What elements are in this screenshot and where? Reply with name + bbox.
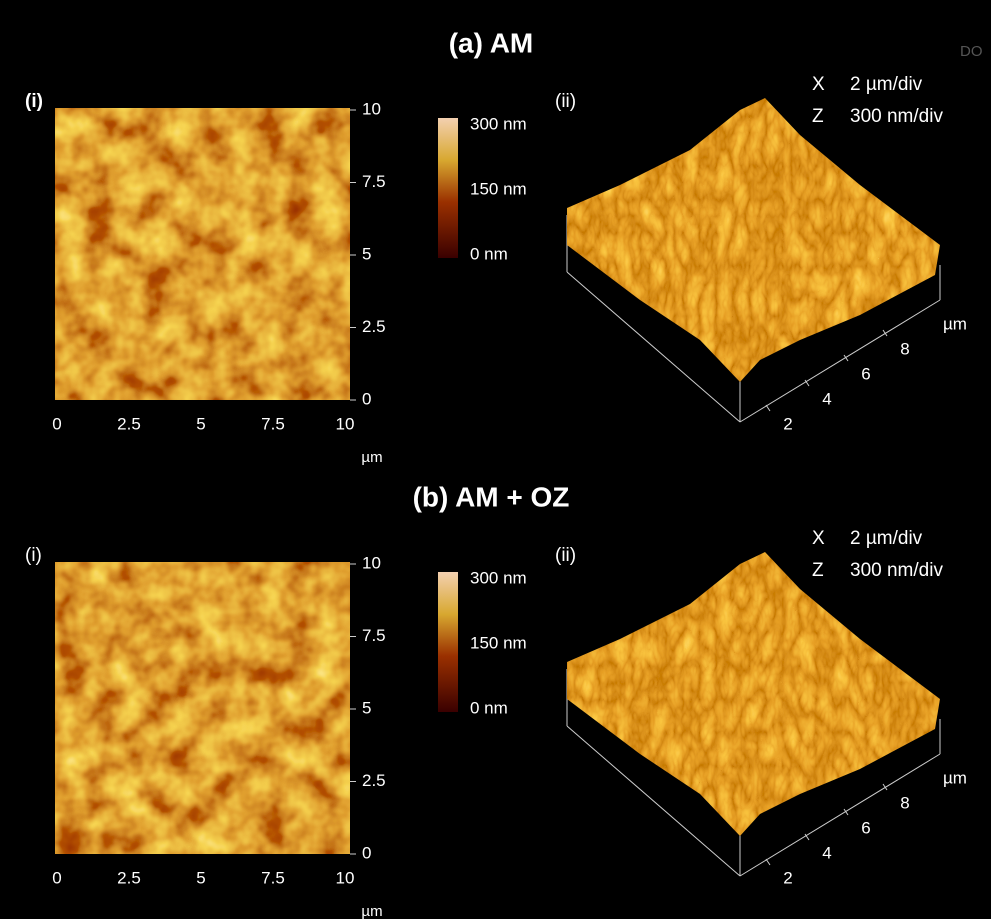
axis-tick-label: 8	[900, 793, 909, 812]
x-tick-label: 10	[336, 414, 355, 433]
scale-value: 300 nm/div	[850, 560, 943, 581]
axis-unit: µm	[943, 768, 967, 787]
y-tick-label: 2.5	[362, 771, 386, 790]
tick	[766, 859, 770, 865]
x-tick-label: 7.5	[261, 414, 285, 433]
colorbar-label: 0 nm	[470, 698, 508, 717]
view-label: (ii)	[555, 91, 576, 112]
figure: DO (a) AM (i) 10 7.5 5 2.5 0 0 2.5 5 7.5 10 µm 300 nm…	[0, 0, 991, 919]
map-label: (i)	[25, 545, 42, 566]
axis-tick-label: 2	[783, 868, 792, 887]
scale-value: 2 µm/div	[850, 74, 923, 95]
y-tick-label: 0	[362, 389, 371, 408]
x-tick-label: 2.5	[117, 414, 141, 433]
colorbar-label: 150 nm	[470, 633, 527, 652]
scale-value: 2 µm/div	[850, 528, 923, 549]
y-tick-label: 10	[362, 553, 381, 572]
axis-tick-label: 4	[822, 843, 831, 862]
map-label: (i)	[25, 91, 43, 112]
afm-surface	[567, 98, 940, 382]
afm-image	[55, 562, 350, 854]
afm-surface	[567, 552, 940, 836]
axis-tick-label: 4	[822, 389, 831, 408]
x-tick-label: 0	[52, 414, 61, 433]
scale-axis: X	[812, 528, 825, 549]
y-tick-label: 5	[362, 698, 371, 717]
y-tick-label: 2.5	[362, 317, 386, 336]
x-tick-label: 5	[196, 414, 205, 433]
colorbar-label: 300 nm	[470, 114, 527, 133]
colorbar-label: 300 nm	[470, 568, 527, 587]
x-unit: µm	[361, 903, 382, 919]
y-tick-label: 0	[362, 843, 371, 862]
colorbar-label: 150 nm	[470, 179, 527, 198]
x-tick-label: 5	[196, 868, 205, 887]
y-tick-label: 5	[362, 244, 371, 263]
axis-tick-label: 6	[861, 818, 870, 837]
colorbar	[438, 118, 458, 258]
axis-unit: µm	[943, 314, 967, 333]
scale-axis: Z	[812, 560, 824, 581]
axis-tick-label: 6	[861, 364, 870, 383]
axis-tick-label: 2	[783, 414, 792, 433]
panel-title: (b) AM + OZ	[413, 481, 570, 512]
x-tick-label: 7.5	[261, 868, 285, 887]
x-tick-label: 10	[336, 868, 355, 887]
y-tick-label: 7.5	[362, 172, 386, 191]
x-tick-label: 2.5	[117, 868, 141, 887]
y-tick-label: 10	[362, 99, 381, 118]
y-tick-label: 7.5	[362, 626, 386, 645]
axis-tick-label: 8	[900, 339, 909, 358]
colorbar-label: 0 nm	[470, 244, 508, 263]
scale-axis: X	[812, 74, 825, 95]
x-unit: µm	[361, 449, 382, 466]
afm-image	[55, 108, 350, 400]
watermark: DO	[960, 43, 983, 60]
colorbar	[438, 572, 458, 712]
scale-value: 300 nm/div	[850, 106, 943, 127]
tick	[766, 405, 770, 411]
x-tick-label: 0	[52, 868, 61, 887]
view-label: (ii)	[555, 545, 576, 566]
panel-title: (a) AM	[449, 27, 534, 58]
scale-axis: Z	[812, 106, 824, 127]
